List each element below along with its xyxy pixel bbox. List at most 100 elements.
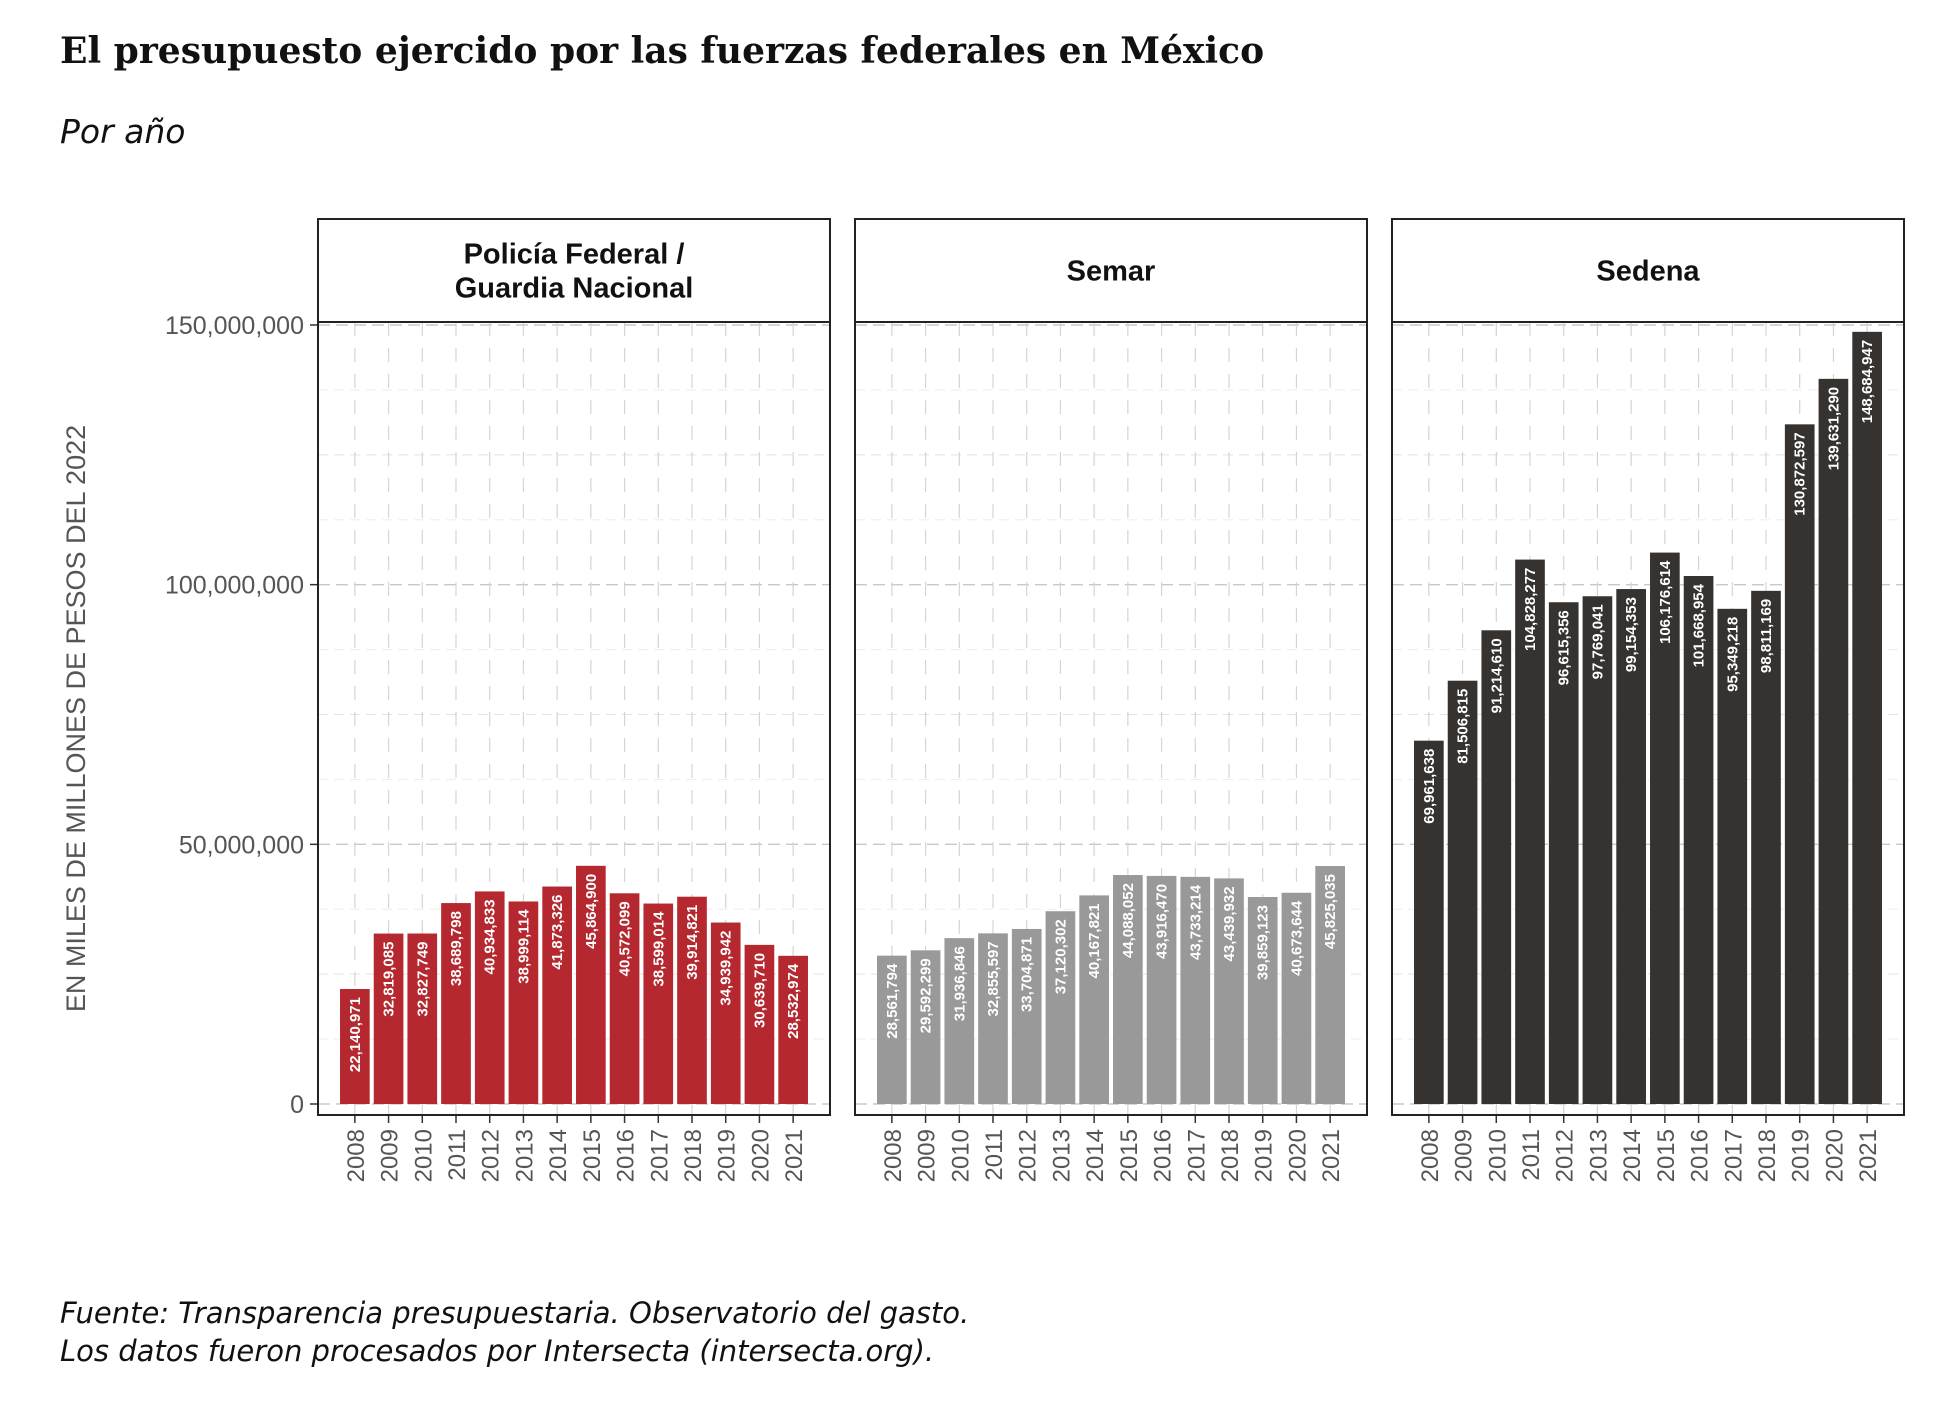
bar-value-label: 34,939,942 [718,931,735,1006]
x-tick-label: 2013 [511,1129,538,1182]
x-tick-label: 2009 [377,1129,404,1182]
bar [944,938,975,1104]
y-axis-label: EN MILES DE MILLONES DE PESOS DEL 2022 [61,425,91,1012]
x-tick-label: 2011 [1518,1129,1545,1181]
panel-strip [854,218,1368,323]
bar-value-label: 28,561,794 [884,963,901,1039]
bar [744,944,775,1104]
y-tick-label: 100,000,000 [165,572,304,600]
bar [1011,928,1042,1104]
bar-value-label: 101,668,954 [1691,583,1708,667]
bar [576,865,606,1104]
bar-value-label: 130,872,597 [1792,432,1809,515]
x-tick-label: 2017 [646,1129,673,1182]
bar-value-label: 32,819,085 [381,942,398,1017]
x-tick-label: 2011 [981,1129,1008,1181]
bar [1683,575,1714,1104]
x-tick-label: 2008 [343,1129,370,1182]
bar [1079,895,1109,1104]
bar-value-label: 40,167,821 [1086,903,1103,978]
x-tick-label: 2008 [880,1129,907,1182]
chart-subtitle: Por año [60,112,186,151]
y-tick-label: 50,000,000 [179,831,304,859]
bar-value-label: 99,154,353 [1623,597,1640,672]
bar [1281,892,1312,1104]
bar-value-label: 38,689,798 [448,911,465,986]
bar [1650,552,1680,1104]
bar [609,893,640,1104]
bar [508,901,539,1104]
x-tick-label: 2014 [1082,1129,1109,1182]
bar-value-label: 45,864,900 [583,874,600,949]
bar [1481,630,1512,1104]
x-tick-label: 2008 [1417,1129,1444,1182]
x-tick-label: 2021 [1318,1129,1345,1182]
bar-value-label: 37,120,302 [1052,919,1069,994]
bar-value-label: 40,934,833 [482,899,499,974]
x-tick-label: 2015 [579,1129,606,1182]
x-tick-label: 2012 [478,1129,505,1182]
bar-value-label: 95,349,218 [1724,617,1741,692]
bar [778,955,808,1104]
bar-value-label: 43,439,932 [1221,886,1238,961]
bar [441,903,471,1104]
bar-value-label: 44,088,052 [1120,883,1137,958]
bar-value-label: 97,769,041 [1589,604,1606,679]
x-tick-label: 2010 [947,1129,974,1182]
x-tick-label: 2011 [444,1129,471,1181]
panel-title: Semar [1067,256,1156,288]
bar [373,933,404,1104]
bar-value-label: 69,961,638 [1421,749,1438,824]
bar-value-label: 38,999,114 [515,909,532,984]
bar [978,933,1008,1104]
bar-value-label: 43,733,214 [1187,884,1204,960]
bar-value-label: 106,176,614 [1657,560,1674,644]
bar-value-label: 32,827,749 [414,942,431,1017]
bar [910,950,941,1104]
bar-value-label: 45,825,035 [1322,874,1339,949]
x-tick-label: 2014 [1619,1129,1646,1182]
bar-value-label: 31,936,846 [951,946,968,1021]
x-tick-label: 2015 [1116,1129,1143,1182]
chart-title: El presupuesto ejercido por las fuerzas … [60,30,1265,72]
panel-strip [317,218,831,323]
bar-value-label: 22,140,971 [347,997,364,1072]
bar-value-label: 29,592,299 [918,958,935,1033]
bar [1818,378,1849,1105]
x-tick-label: 2010 [1484,1129,1511,1182]
x-tick-label: 2017 [1183,1129,1210,1182]
x-tick-label: 2021 [781,1129,808,1182]
x-tick-label: 2009 [1451,1129,1478,1182]
panel-title: Guardia Nacional [455,273,694,305]
x-tick-label: 2020 [1821,1129,1848,1182]
bar-value-label: 32,855,597 [985,941,1002,1016]
bar [1515,559,1545,1104]
bar [1717,608,1748,1104]
x-tick-label: 2020 [747,1129,774,1182]
bar [1582,596,1613,1104]
bar [1751,590,1781,1104]
panel-0: Policía Federal /Guardia Nacional 22,140,… [317,218,831,1182]
x-tick-label: 2016 [1150,1129,1177,1182]
bar-value-label: 148,684,947 [1859,340,1876,423]
bar [710,922,741,1104]
bar [1113,875,1143,1104]
x-tick-label: 2018 [1217,1129,1244,1182]
panel-border [317,321,831,1116]
panel-title: Sedena [1596,256,1700,288]
bar-value-label: 81,506,815 [1455,689,1472,764]
x-tick-label: 2018 [680,1129,707,1182]
bar-value-label: 38,599,014 [650,911,667,987]
x-tick-label: 2019 [1251,1129,1278,1182]
bar-value-label: 28,532,974 [785,963,802,1039]
x-tick-label: 2014 [545,1129,572,1182]
panel-strip [1391,218,1905,323]
bar [1852,331,1882,1105]
bar-value-label: 40,673,644 [1288,900,1305,976]
bar [1045,911,1076,1104]
panel-title: Policía Federal / [464,239,685,271]
bar [1548,602,1579,1104]
x-tick-label: 2019 [714,1129,741,1182]
bar-value-label: 33,704,871 [1019,937,1036,1012]
panel-1: Semar 28,561,794 29,592,299 31,936,846 32,85… [854,218,1368,1182]
